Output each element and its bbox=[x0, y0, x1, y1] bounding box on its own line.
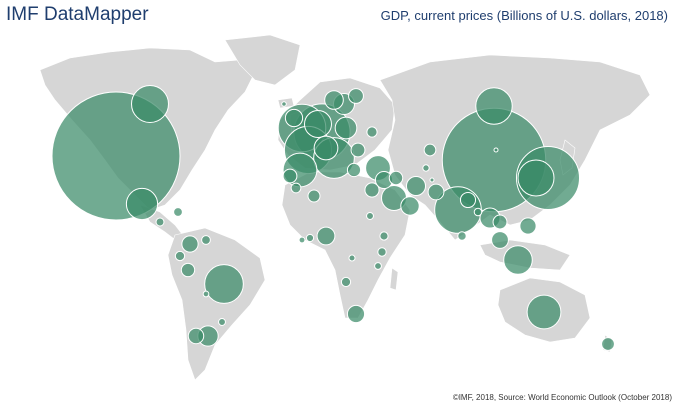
bubble-mongolia[interactable]: Mongolia: 13 bbox=[493, 147, 499, 153]
bubble-bangladesh[interactable]: Bangladesh: 285 bbox=[459, 191, 477, 209]
indicator-title: GDP, current prices (Billions of U.S. do… bbox=[380, 8, 668, 23]
bubble-canada[interactable]: Canada: 1710 bbox=[131, 85, 169, 123]
bubble-vietnam[interactable]: Vietnam: 241 bbox=[492, 214, 508, 230]
bubble-uruguay[interactable]: Uruguay: 60 bbox=[218, 318, 226, 326]
land-south-america bbox=[167, 227, 266, 381]
bubble-sudan[interactable]: Sudan: 60 bbox=[366, 212, 374, 220]
bubble-cuba[interactable]: Cuba: 97 bbox=[173, 207, 183, 217]
bubble-new-zealand[interactable]: New Zealand: 205 bbox=[601, 337, 615, 351]
bubble-south-africa[interactable]: South Africa: 368 bbox=[346, 304, 366, 324]
land-madagascar bbox=[389, 267, 399, 291]
bubble-iran[interactable]: Iran: 454 bbox=[405, 175, 427, 197]
bubble-mexico[interactable]: Mexico: 1220 bbox=[125, 187, 159, 221]
bubble-uzbekistan[interactable]: Uzbekistan: 51 bbox=[422, 164, 430, 172]
bubble-sri-lanka[interactable]: Sri Lanka: 89 bbox=[457, 231, 467, 241]
bubble-tanzania[interactable]: Tanzania: 58 bbox=[374, 262, 382, 270]
bubble-cote-d-ivoire[interactable]: Cote d'Ivoire: 43 bbox=[298, 236, 306, 244]
bubble-poland[interactable]: Poland: 586 bbox=[334, 116, 358, 140]
bubble-south-korea[interactable]: South Korea: 1620 bbox=[517, 159, 555, 197]
bubble-guatemala[interactable]: Guatemala: 79 bbox=[155, 217, 165, 227]
app-title: IMF DataMapper bbox=[6, 4, 149, 25]
bubble-finland[interactable]: Finland: 276 bbox=[348, 88, 364, 104]
bubble-netherlands[interactable]: Netherlands: 910 bbox=[304, 110, 332, 138]
bubble-colombia[interactable]: Colombia: 331 bbox=[181, 235, 199, 253]
bubble-iraq[interactable]: Iraq: 226 bbox=[388, 170, 404, 186]
bubble-ukraine[interactable]: Ukraine: 131 bbox=[366, 126, 378, 138]
bubble-chile[interactable]: Chile: 298 bbox=[187, 327, 205, 345]
bubble-ghana[interactable]: Ghana: 65 bbox=[305, 233, 315, 243]
bubble-switzerland[interactable]: Switzerland: 705 bbox=[313, 135, 339, 161]
bubble-romania[interactable]: Romania: 240 bbox=[350, 142, 366, 158]
bubble-afghanistan[interactable]: Afghanistan: 19 bbox=[429, 177, 435, 183]
bubble-angola[interactable]: Angola: 106 bbox=[340, 276, 352, 288]
bubble-philippines[interactable]: Philippines: 331 bbox=[519, 217, 537, 235]
bubble-greece[interactable]: Greece: 218 bbox=[346, 162, 362, 178]
bubble-iceland[interactable]: Iceland: 26 bbox=[281, 101, 287, 107]
bubble-layer: United States: 20500China: 13400Japan: 4… bbox=[51, 85, 615, 351]
bubble-portugal[interactable]: Portugal: 238 bbox=[282, 168, 298, 184]
bubble-ethiopia[interactable]: Ethiopia: 84 bbox=[379, 231, 389, 241]
credit-text: ©IMF, 2018, Source: World Economic Outlo… bbox=[452, 393, 672, 402]
bubble-indonesia[interactable]: Indonesia: 1020 bbox=[503, 245, 533, 275]
bubble-australia[interactable]: Australia: 1430 bbox=[526, 294, 562, 330]
land-greenland bbox=[224, 34, 301, 86]
bubble-russia[interactable]: Russia: 1660 bbox=[475, 87, 513, 125]
bubble-ecuador[interactable]: Ecuador: 108 bbox=[174, 250, 186, 262]
bubble-brazil[interactable]: Brazil: 1870 bbox=[204, 264, 244, 304]
bubble-nigeria[interactable]: Nigeria: 397 bbox=[316, 226, 336, 246]
bubble-egypt[interactable]: Egypt: 250 bbox=[364, 182, 380, 198]
bubble-myanmar[interactable]: Myanmar: 71 bbox=[473, 207, 483, 217]
bubble-ireland[interactable]: Ireland: 372 bbox=[284, 108, 304, 128]
bubble-pakistan[interactable]: Pakistan: 312 bbox=[427, 183, 445, 201]
bubble-venezuela[interactable]: Venezuela: 96 bbox=[201, 235, 211, 245]
bubble-kazakhstan[interactable]: Kazakhstan: 170 bbox=[423, 143, 437, 157]
bubble-malaysia[interactable]: Malaysia: 354 bbox=[491, 231, 509, 249]
bubble-morocco[interactable]: Morocco: 118 bbox=[290, 182, 302, 194]
bubble-norway[interactable]: Norway: 434 bbox=[324, 90, 344, 110]
bubble-united-arab-emirates[interactable]: United Arab Emirates: 424 bbox=[400, 196, 420, 216]
bubble-united-states[interactable]: United States: 20500 bbox=[51, 91, 181, 221]
bubble-kenya[interactable]: Kenya: 88 bbox=[377, 247, 387, 257]
bubble-peru[interactable]: Peru: 222 bbox=[180, 262, 196, 278]
bubble-bolivia[interactable]: Bolivia: 40 bbox=[202, 290, 210, 298]
bubble-algeria[interactable]: Algeria: 180 bbox=[307, 189, 321, 203]
bubble-dr-congo[interactable]: DR Congo: 46 bbox=[348, 254, 356, 262]
